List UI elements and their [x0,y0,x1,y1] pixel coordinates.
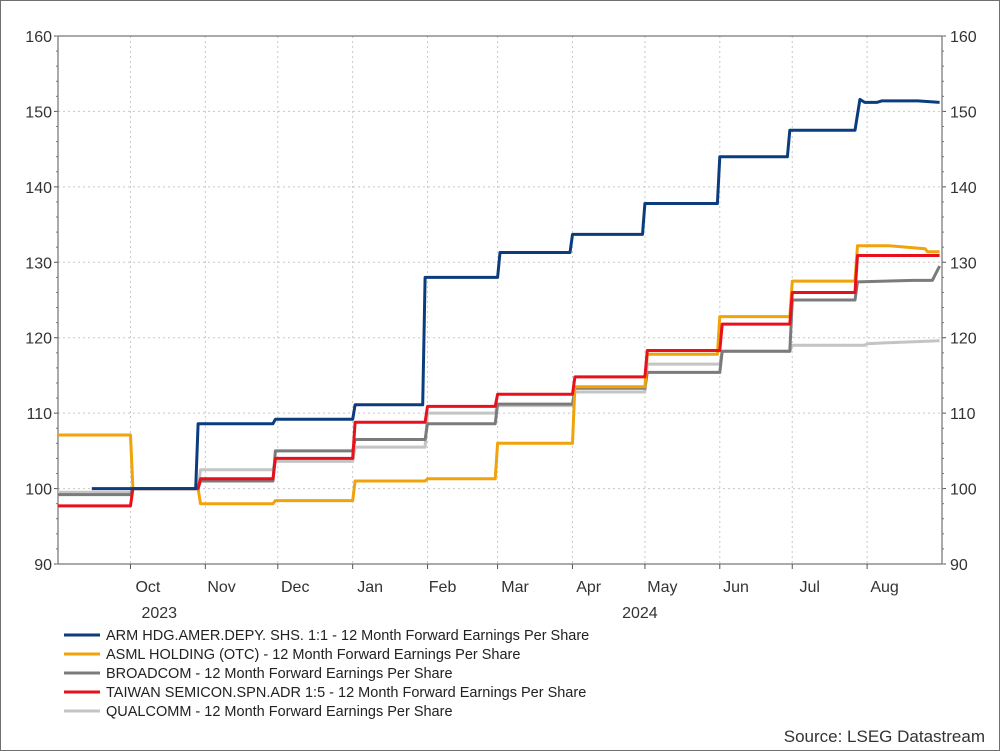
series-line [58,265,941,497]
legend: ARM HDG.AMER.DEPY. SHS. 1:1 - 12 Month F… [64,628,589,720]
y-tick-label-right: 150 [950,104,977,121]
x-tick-label: Dec [281,579,309,596]
y-tick-label-left: 120 [25,331,52,348]
x-tick-label: Jul [799,579,819,596]
legend-label: TAIWAN SEMICON.SPN.ADR 1:5 - 12 Month Fo… [106,685,586,701]
tick-labels: 90 90 100 100 110 110 120 120 130 130 140 140 150 150… [25,29,977,622]
y-tick-label-left: 160 [25,29,52,46]
x-tick-label: Oct [135,579,160,596]
y-tick-label-left: 100 [25,482,52,499]
y-tick-label-left: 130 [25,255,52,272]
y-tick-label-right: 100 [950,482,977,499]
y-tick-label-right: 160 [950,29,977,46]
x-tick-label: Jan [357,579,383,596]
y-tick-label-left: 90 [34,557,52,574]
legend-label: ASML HOLDING (OTC) - 12 Month Forward Ea… [106,647,520,663]
axes [54,35,946,569]
x-year-label: 2024 [622,605,658,622]
x-tick-label: May [647,579,677,596]
series-lines [58,97,941,508]
x-tick-label: Apr [576,579,602,596]
y-tick-label-right: 90 [950,557,968,574]
legend-label: ARM HDG.AMER.DEPY. SHS. 1:1 - 12 Month F… [106,628,589,644]
y-tick-label-right: 110 [950,406,976,423]
source-note: Source: LSEG Datastream [784,727,985,746]
y-tick-label-right: 120 [950,331,977,348]
series-line [58,254,940,508]
plot-area-border [57,35,943,565]
y-tick-label-right: 130 [950,255,977,272]
legend-label: BROADCOM - 12 Month Forward Earnings Per… [106,666,453,682]
legend-label: QUALCOMM - 12 Month Forward Earnings Per… [106,704,453,720]
x-tick-label: Jun [723,579,749,596]
series-line [91,97,940,491]
y-tick-label-left: 150 [25,104,52,121]
series-line [58,244,940,506]
y-tick-label-left: 110 [26,406,52,423]
x-tick-label: Feb [429,579,457,596]
series-line [58,339,940,494]
x-tick-label: Mar [501,579,529,596]
y-tick-label-right: 140 [950,180,977,197]
x-tick-label: Aug [870,579,898,596]
y-tick-label-left: 140 [25,180,52,197]
x-year-label: 2023 [141,605,177,622]
gridlines [58,36,942,564]
x-tick-label: Nov [207,579,235,596]
